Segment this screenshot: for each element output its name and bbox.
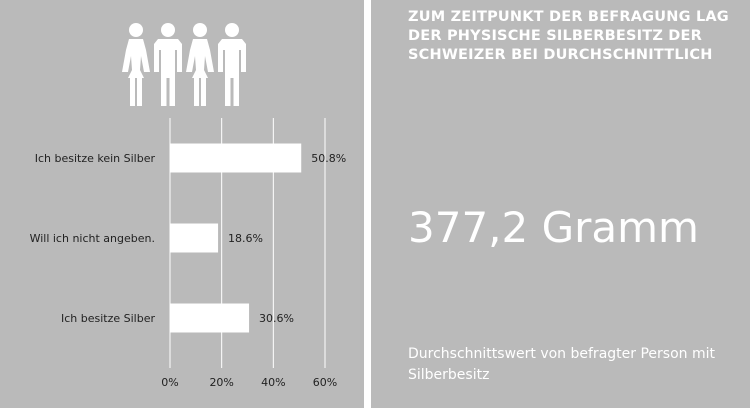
bar xyxy=(170,303,250,333)
summary-caption: Durchschnittswert von befragter Person m… xyxy=(408,346,715,383)
chart-panel: 0% 20% 40% 60% Ich besitze kein Silber 50.8% W… xyxy=(0,0,364,408)
value-label: 50.8% xyxy=(311,152,346,165)
bar xyxy=(170,223,219,253)
value-label: 30.6% xyxy=(259,312,294,325)
x-tick-label: 0% xyxy=(161,376,178,389)
group-of-people-icon xyxy=(122,23,246,106)
category-label: Ich besitze Silber xyxy=(61,312,155,325)
category-label: Ich besitze kein Silber xyxy=(35,152,156,165)
x-tick-label: 60% xyxy=(313,376,337,389)
x-tick-label: 40% xyxy=(261,376,285,389)
average-value: 377,2 Gramm xyxy=(408,203,699,252)
x-tick-label: 20% xyxy=(209,376,233,389)
category-label: Will ich nicht angeben. xyxy=(30,232,155,245)
summary-panel: ZUM ZEITPUNKT DER BEFRAGUNG LAG DER PHYS… xyxy=(371,0,750,408)
summary-headline: ZUM ZEITPUNKT DER BEFRAGUNG LAG DER PHYS… xyxy=(408,9,729,63)
bar-chart: 0% 20% 40% 60% Ich besitze kein Silber 50.8% W… xyxy=(30,118,346,389)
value-label: 18.6% xyxy=(228,232,263,245)
bar xyxy=(170,143,302,173)
